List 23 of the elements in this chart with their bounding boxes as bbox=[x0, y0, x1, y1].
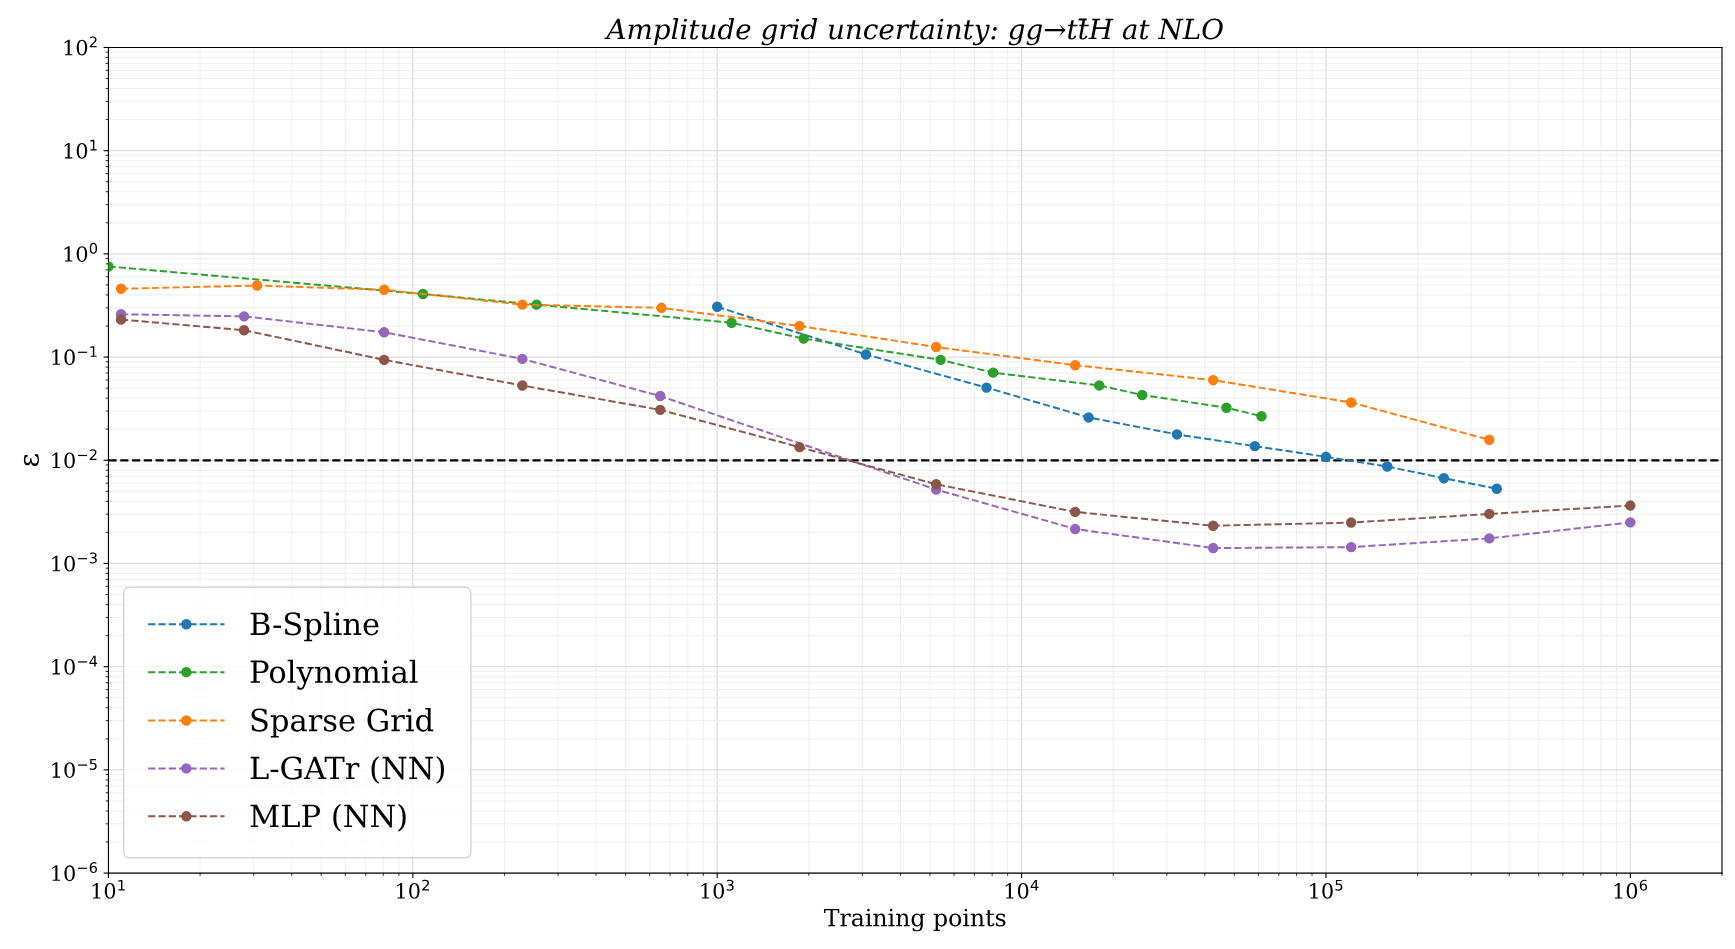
x-tick-label: 10$^{5}$ bbox=[1310, 879, 1343, 899]
x-tick-label: 10$^{6}$ bbox=[1614, 879, 1648, 899]
x-tick-label: 10$^{3}$ bbox=[701, 879, 734, 899]
y-tick-label: 10$^{−5}$ bbox=[52, 759, 97, 778]
legend-label: Sparse Grid bbox=[251, 707, 434, 738]
y-tick-label: 10$^{−3}$ bbox=[52, 552, 97, 572]
chart-title: Amplitude grid uncertainty: gg→tt̄H at NLO bbox=[604, 18, 1223, 46]
y-tick-label: 10$^{1}$ bbox=[64, 139, 97, 159]
legend-label: B-Spline bbox=[250, 611, 379, 642]
y-tick-label: 10$^{2}$ bbox=[64, 36, 97, 56]
legend-label: Polynomial bbox=[250, 659, 418, 690]
y-axis-title: ε bbox=[23, 454, 39, 467]
legend-label: MLP (NN) bbox=[250, 803, 406, 832]
x-tick-label: 10$^{2}$ bbox=[397, 879, 430, 899]
y-tick-label: 10$^{−6}$ bbox=[52, 862, 98, 882]
legend-label: L-GATr (NN) bbox=[250, 755, 444, 784]
x-tick-label: 10$^{1}$ bbox=[92, 879, 125, 899]
y-tick-label: 10$^{−4}$ bbox=[52, 655, 98, 675]
y-tick-label: 10$^{0}$ bbox=[64, 242, 98, 262]
x-tick-label: 10$^{4}$ bbox=[1005, 879, 1039, 899]
y-tick-label: 10$^{−2}$ bbox=[52, 449, 97, 469]
x-axis-title: Training points bbox=[823, 908, 1006, 932]
y-tick-label: 10$^{−1}$ bbox=[52, 346, 97, 366]
